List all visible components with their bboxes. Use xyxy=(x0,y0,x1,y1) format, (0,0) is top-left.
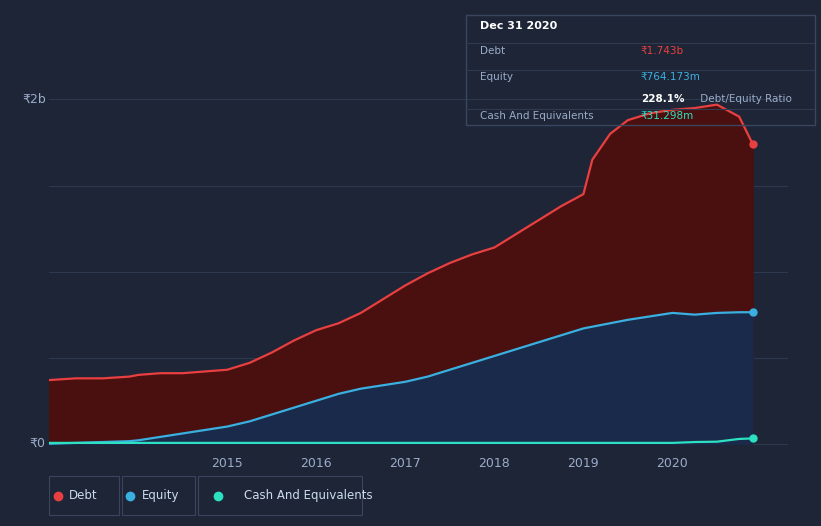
Text: Debt: Debt xyxy=(69,489,98,502)
Text: ₹1.743b: ₹1.743b xyxy=(641,46,684,56)
Text: Cash And Equivalents: Cash And Equivalents xyxy=(244,489,373,502)
Text: Equity: Equity xyxy=(142,489,180,502)
Text: ₹31.298m: ₹31.298m xyxy=(641,111,694,121)
Text: Equity: Equity xyxy=(480,72,513,82)
Text: Debt/Equity Ratio: Debt/Equity Ratio xyxy=(696,94,791,104)
Text: 228.1%: 228.1% xyxy=(641,94,684,104)
Text: Cash And Equivalents: Cash And Equivalents xyxy=(480,111,594,121)
Text: ₹0: ₹0 xyxy=(30,437,46,450)
Text: Debt: Debt xyxy=(480,46,506,56)
Text: ₹764.173m: ₹764.173m xyxy=(641,72,700,82)
Text: ₹2b: ₹2b xyxy=(22,93,46,106)
Text: Dec 31 2020: Dec 31 2020 xyxy=(480,22,557,32)
